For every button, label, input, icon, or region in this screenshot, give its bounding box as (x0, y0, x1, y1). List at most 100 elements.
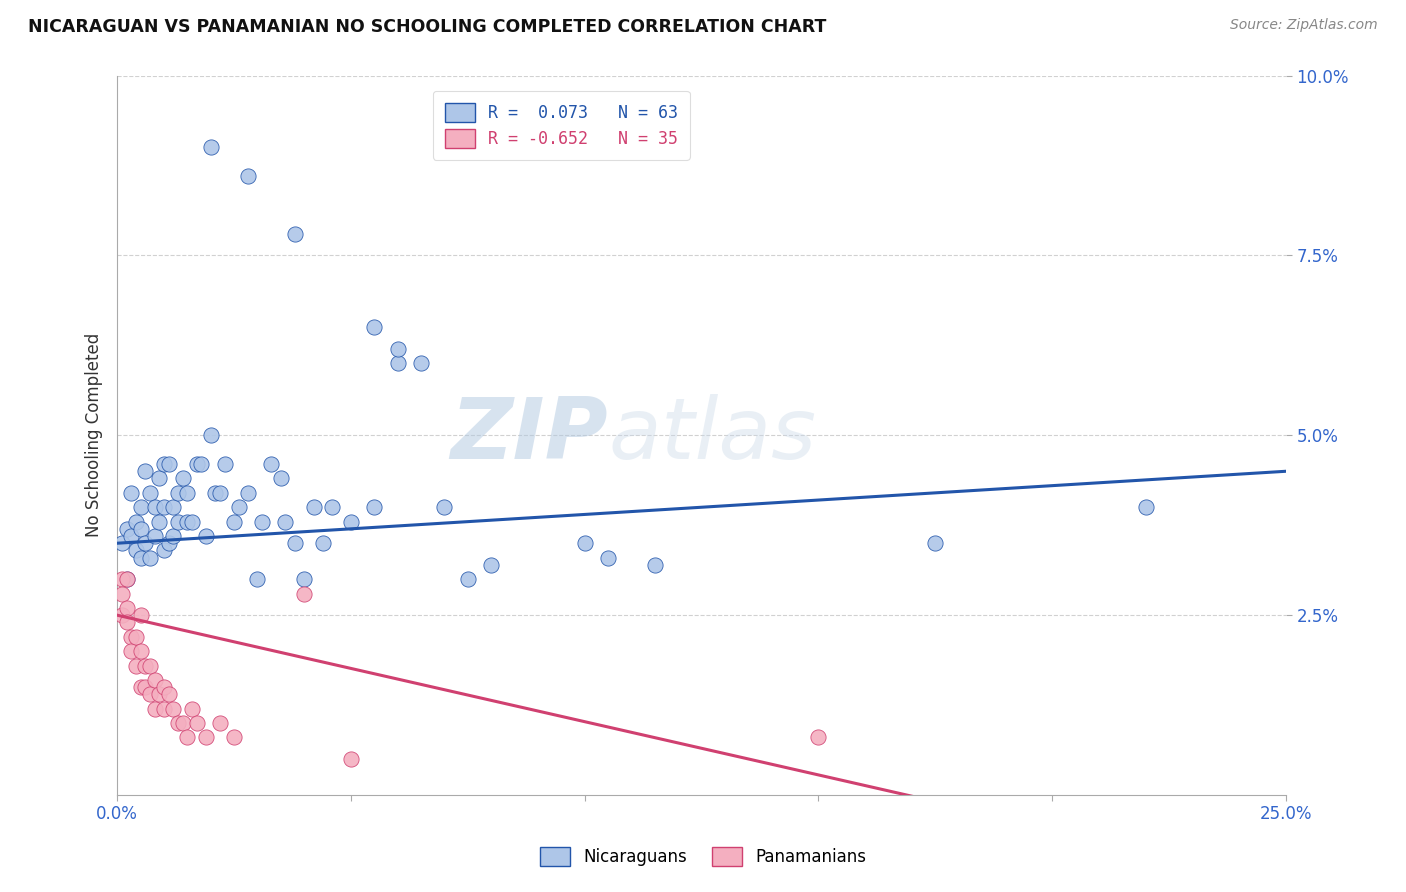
Point (134, 464, 156, 478)
Point (363, 500, 385, 515)
Point (153, 702, 176, 716)
Point (129, 522, 152, 536)
Point (148, 515, 170, 529)
Point (260, 457, 283, 471)
Point (284, 227, 307, 241)
Text: atlas: atlas (607, 393, 815, 477)
Point (120, 529, 142, 543)
Point (292, 586, 315, 600)
Point (222, 731, 245, 745)
Point (143, 500, 166, 515)
Point (195, 731, 218, 745)
Point (162, 529, 184, 543)
Point (250, 515, 273, 529)
Point (1135, 500, 1157, 515)
Point (387, 356, 409, 370)
Point (129, 608, 152, 623)
Point (321, 500, 343, 515)
Point (129, 680, 152, 694)
Point (214, 457, 236, 471)
Point (807, 731, 830, 745)
Point (157, 457, 180, 471)
Point (596, 550, 619, 565)
Point (139, 550, 162, 565)
Point (172, 471, 194, 485)
Point (186, 716, 208, 731)
Point (387, 342, 409, 356)
Legend: Nicaraguans, Panamanians: Nicaraguans, Panamanians (526, 833, 880, 880)
Point (153, 500, 176, 515)
Point (433, 500, 456, 515)
Point (363, 320, 385, 334)
Point (111, 572, 134, 586)
Point (181, 702, 204, 716)
Point (172, 716, 194, 731)
Point (167, 716, 190, 731)
Point (162, 702, 184, 716)
Text: Source: ZipAtlas.com: Source: ZipAtlas.com (1230, 18, 1378, 32)
Y-axis label: No Schooling Completed: No Schooling Completed (86, 334, 103, 537)
Point (574, 536, 596, 550)
Point (143, 673, 166, 687)
Legend: R =  0.073   N = 63, R = -0.652   N = 35: R = 0.073 N = 63, R = -0.652 N = 35 (433, 91, 689, 160)
Point (157, 536, 180, 550)
Point (120, 630, 142, 644)
Point (143, 702, 166, 716)
Point (157, 687, 180, 701)
Point (195, 529, 218, 543)
Point (186, 457, 208, 471)
Point (274, 515, 297, 529)
Point (111, 536, 134, 550)
Point (644, 558, 666, 572)
Point (457, 572, 479, 586)
Point (115, 601, 138, 615)
Point (139, 658, 162, 673)
Point (479, 558, 502, 572)
Point (312, 536, 335, 550)
Point (208, 486, 231, 500)
Point (236, 486, 259, 500)
Point (181, 515, 204, 529)
Point (115, 522, 138, 536)
Point (409, 356, 432, 370)
Point (120, 644, 142, 658)
Point (120, 486, 142, 500)
Point (302, 500, 325, 515)
Point (246, 572, 269, 586)
Text: ZIP: ZIP (450, 393, 607, 477)
Point (270, 471, 292, 485)
Point (125, 630, 148, 644)
Point (115, 615, 138, 630)
Point (115, 572, 138, 586)
Point (340, 752, 363, 766)
Point (111, 586, 134, 600)
Text: NICARAGUAN VS PANAMANIAN NO SCHOOLING COMPLETED CORRELATION CHART: NICARAGUAN VS PANAMANIAN NO SCHOOLING CO… (28, 18, 827, 36)
Point (924, 536, 946, 550)
Point (129, 500, 152, 515)
Point (176, 515, 198, 529)
Point (284, 536, 307, 550)
Point (134, 536, 156, 550)
Point (167, 515, 190, 529)
Point (222, 515, 245, 529)
Point (111, 608, 134, 623)
Point (208, 716, 231, 731)
Point (153, 543, 176, 558)
Point (340, 515, 363, 529)
Point (134, 658, 156, 673)
Point (143, 529, 166, 543)
Point (153, 457, 176, 471)
Point (125, 658, 148, 673)
Point (236, 169, 259, 184)
Point (190, 457, 212, 471)
Point (162, 500, 184, 515)
Point (139, 687, 162, 701)
Point (204, 486, 226, 500)
Point (153, 680, 176, 694)
Point (200, 140, 222, 154)
Point (129, 550, 152, 565)
Point (139, 486, 162, 500)
Point (200, 428, 222, 442)
Point (134, 680, 156, 694)
Point (129, 644, 152, 658)
